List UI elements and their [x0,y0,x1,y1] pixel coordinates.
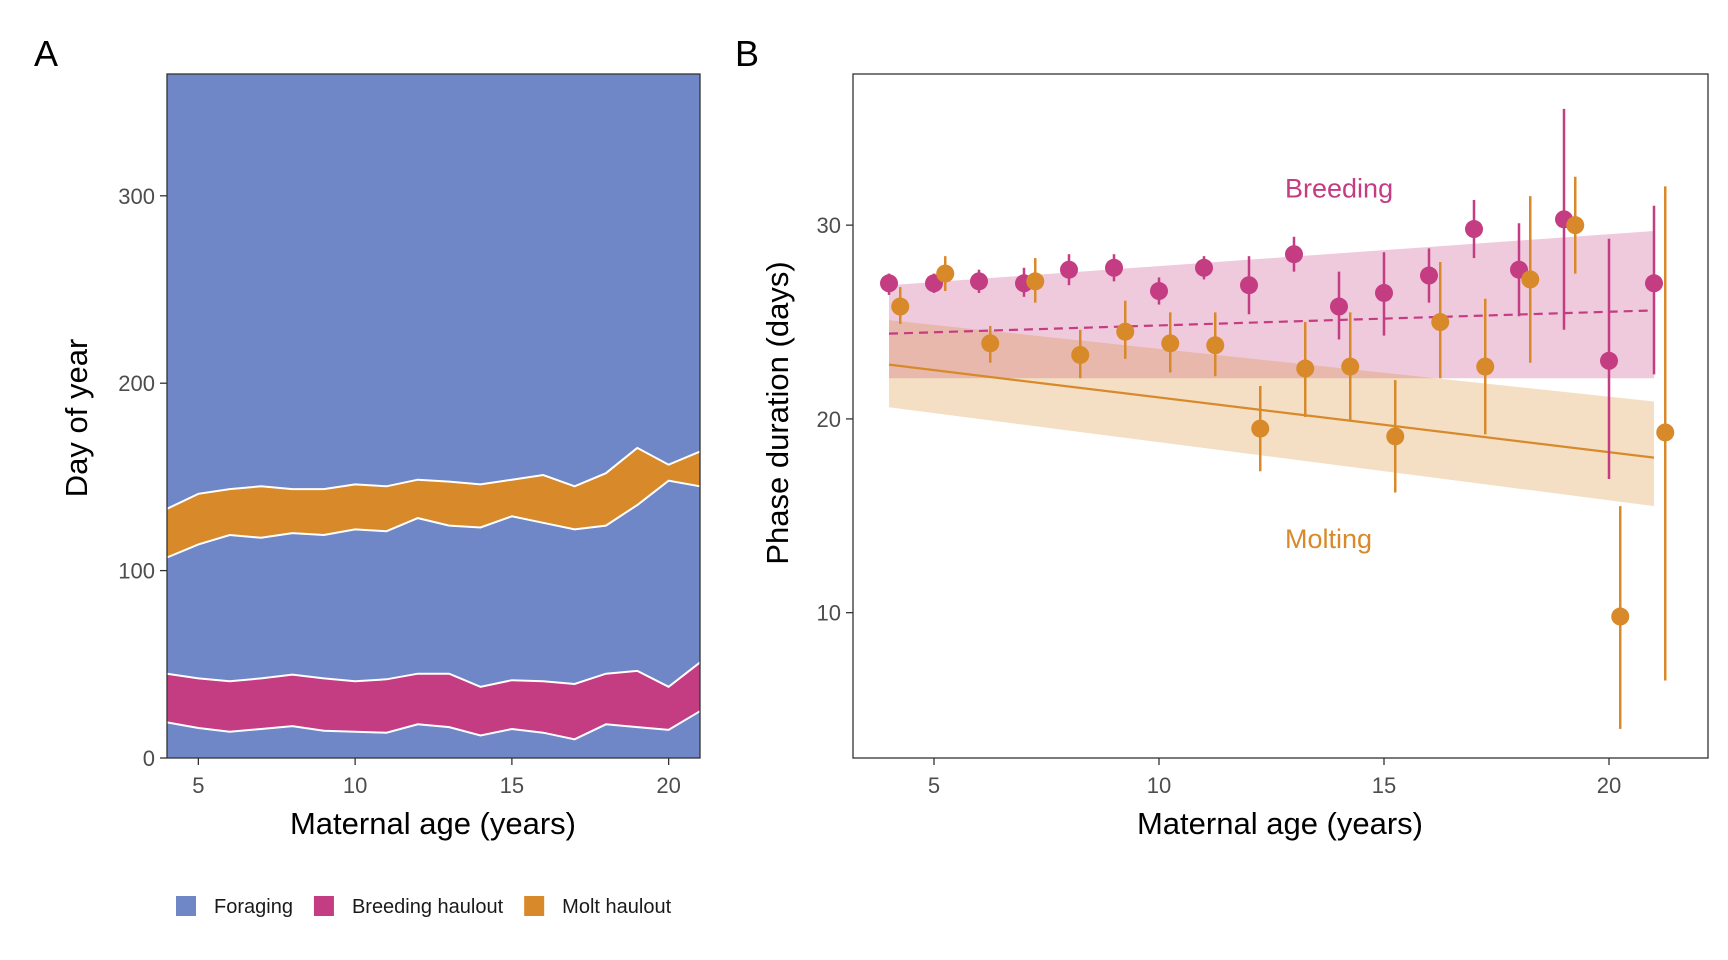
y-tick-label: 30 [817,213,841,238]
breeding-point [1330,297,1348,316]
panel-a-area-chart: A 0 100 200 300 5 10 15 20 Maternal age (years… [34,33,701,918]
legend-label-breeding-haulout: Breeding haulout [352,896,504,918]
x-tick-label: 15 [1372,773,1396,798]
breeding-point [1645,274,1663,293]
molting-trend-line [888,363,1655,459]
y-tick-label: 20 [817,407,841,432]
y-tick-label: 200 [118,371,155,396]
y-tick-label: 100 [118,559,155,584]
molting-point [891,297,910,316]
legend-label-molt-haulout: Molt haulout [562,896,671,918]
breeding-point [1420,266,1438,285]
x-tick-label: 15 [500,773,524,798]
molting-point [1206,336,1225,355]
panel-b-y-axis-title: Phase duration (days) [760,261,795,564]
molt-upper-edge [166,446,701,510]
panel-a-y-axis-title: Day of year [59,339,94,498]
panel-a-y-axis: 0 100 200 300 [118,184,167,771]
x-tick-label: 10 [1147,773,1171,798]
molting-point [1386,427,1405,446]
y-tick-label: 0 [143,746,155,771]
panel-a-plot-area [166,73,701,759]
molting-point [1026,272,1045,291]
foraging-area [167,74,700,758]
molting-point [1656,423,1675,442]
molting-point [1251,419,1270,438]
breeding-lower-edge [166,710,701,741]
breeding-point [880,274,898,293]
molting-point [1566,216,1585,235]
molting-point [936,264,955,283]
molting-point [1116,322,1135,341]
breeding-point [1105,258,1123,277]
legend-swatch-foraging [176,896,196,916]
molting-point [981,334,1000,353]
y-tick-label: 10 [817,601,841,626]
panel-a-frame [166,73,701,759]
breeding-upper-edge [166,661,701,688]
panel-a-x-axis-title: Maternal age (years) [290,806,576,841]
legend-swatch-molt-haulout [524,896,545,916]
breeding-point [1375,283,1393,302]
breeding-point [1060,260,1078,279]
molting-annotation: Molting [1285,524,1372,554]
panel-a-label: A [34,33,58,74]
y-tick-label: 300 [118,184,155,209]
panel-b-x-axis: 5 10 15 20 [928,758,1621,798]
molting-point [1161,334,1180,353]
breeding-annotation: Breeding [1285,173,1393,203]
breeding-point [1600,351,1618,370]
panel-a-legend: Foraging Breeding haulout Molt haulout [176,896,672,918]
breeding-point [1465,220,1483,239]
molt-haulout-band [167,447,700,558]
molting-point [1611,607,1630,626]
molting-point [1071,345,1090,364]
molting-point [1521,270,1540,289]
legend-swatch-breeding-haulout [313,896,334,916]
breeding-point [1240,276,1258,295]
breeding-point [970,272,988,291]
breeding-point [1150,282,1168,301]
panel-b-plot-area: Breeding Molting [852,73,1709,759]
panel-b-scatter-chart: B Breeding Molting 10 20 30 5 10 15 20 Materna… [735,33,1709,841]
molting-point [1296,359,1315,378]
breeding-haulout-band [167,662,700,740]
breeding-trend-line [888,309,1655,335]
x-tick-label: 20 [1597,773,1621,798]
panel-b-y-axis: 10 20 30 [817,213,853,626]
molt-lower-edge [166,479,701,559]
x-tick-label: 5 [192,773,204,798]
panel-b-x-axis-title: Maternal age (years) [1137,806,1423,841]
x-tick-label: 20 [656,773,680,798]
legend-label-foraging: Foraging [214,896,293,918]
breeding-point [1285,245,1303,264]
x-tick-label: 5 [928,773,940,798]
panel-b-label: B [735,33,759,74]
breeding-point [1195,258,1213,277]
panel-a-x-axis: 5 10 15 20 [192,758,681,798]
x-tick-label: 10 [343,773,367,798]
molting-point [1341,357,1360,376]
panel-b-frame [852,73,1709,759]
molting-point [1431,313,1450,332]
molting-point [1476,357,1495,376]
